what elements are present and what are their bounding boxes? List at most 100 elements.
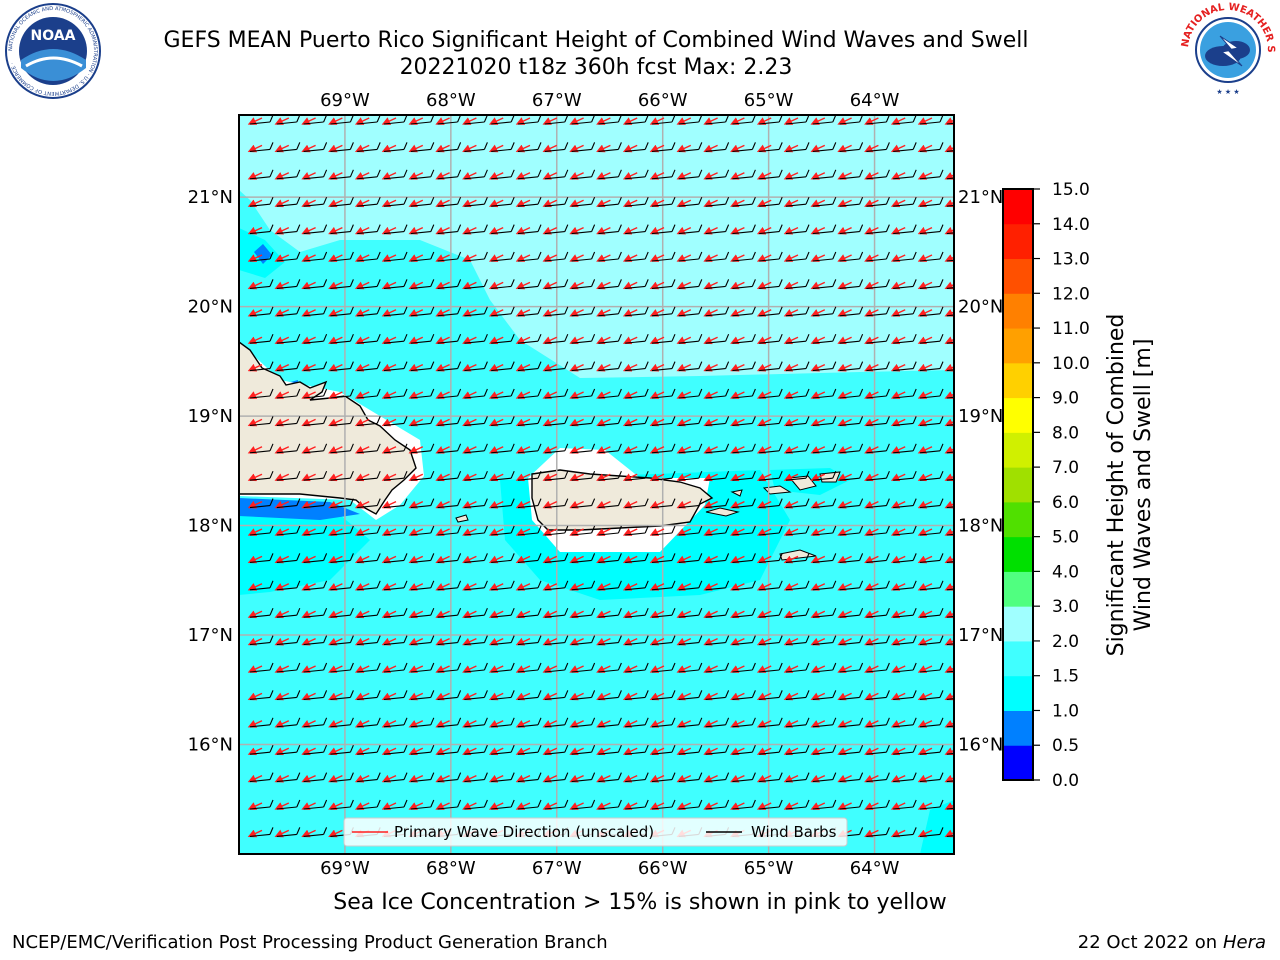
wind-barb-flag — [832, 607, 837, 616]
wind-barb — [464, 203, 485, 207]
wind-barb-flag — [296, 361, 301, 369]
wind-barb — [651, 532, 673, 536]
wind-barb — [785, 450, 807, 454]
wave-direction-arrow — [462, 391, 477, 399]
wind-barb-flag — [323, 306, 328, 315]
wind-barb — [651, 669, 673, 673]
wind-barb-flag — [967, 773, 970, 780]
wind-barb — [678, 477, 699, 481]
wind-barb — [812, 176, 833, 180]
wind-barb — [785, 422, 807, 426]
wave-direction-arrow — [274, 720, 290, 728]
wind-barb-flag — [725, 196, 730, 205]
wind-barb-flag — [644, 224, 649, 232]
wave-direction-arrow — [917, 665, 933, 673]
wind-barb — [383, 724, 405, 728]
wave-direction-arrow — [488, 720, 504, 728]
wind-barb-flag — [591, 525, 596, 534]
wave-direction-arrow — [837, 446, 852, 454]
wind-barb-flag — [805, 498, 810, 506]
wave-direction-arrow — [515, 309, 531, 317]
wind-barb — [571, 203, 592, 207]
wave-direction-arrow — [864, 528, 879, 536]
wave-direction-arrow — [864, 144, 879, 153]
wind-barb-flag — [430, 717, 435, 726]
wind-barb-flag — [644, 251, 649, 260]
lon-tick-label-top: 65°W — [744, 90, 794, 111]
wind-barb — [330, 669, 351, 673]
wind-barb-flag — [967, 499, 970, 506]
wind-barb — [410, 368, 431, 372]
wind-barb — [464, 477, 485, 481]
wave-direction-arrow — [328, 281, 343, 290]
wind-barb — [330, 258, 351, 262]
wind-barb — [759, 669, 780, 673]
wind-barb-flag — [323, 416, 328, 424]
lon-tick-label-top: 69°W — [320, 90, 370, 111]
wind-barb-flag — [323, 279, 328, 287]
wind-barb — [651, 258, 673, 262]
wind-barb-flag — [564, 279, 569, 287]
wave-direction-arrow — [542, 363, 558, 372]
wind-barb — [357, 532, 378, 536]
wave-direction-arrow — [462, 555, 477, 564]
wave-direction-arrow — [944, 555, 954, 564]
wave-direction-arrow — [301, 555, 316, 564]
lon-tick-label-bottom: 64°W — [850, 858, 900, 879]
wave-direction-arrow — [596, 637, 611, 646]
wind-barb-flag — [537, 690, 542, 698]
wind-barb-flag — [751, 525, 756, 534]
wind-barb — [732, 231, 753, 235]
wave-direction-arrow — [542, 281, 558, 290]
wave-direction-arrow — [488, 144, 504, 153]
wave-direction-arrow — [381, 309, 397, 317]
wind-barb-flag — [349, 306, 354, 315]
wave-direction-arrow — [596, 665, 611, 673]
longitude-ticks-bottom: 69°W 68°W 67°W 66°W 65°W 64°W — [320, 858, 900, 879]
wind-barb-flag — [510, 662, 515, 671]
wind-barb — [705, 724, 726, 728]
wave-direction-arrow — [756, 363, 772, 372]
wave-direction-arrow — [488, 555, 504, 564]
wave-direction-arrow — [408, 473, 424, 482]
wind-barb-flag — [832, 388, 837, 397]
wind-barb-flag — [778, 333, 783, 342]
wind-barb-flag — [671, 251, 676, 260]
wind-barb-flag — [323, 169, 328, 178]
wave-direction-arrow — [756, 500, 772, 509]
wave-direction-arrow — [301, 500, 316, 509]
wind-barb-flag — [912, 279, 917, 287]
wave-direction-arrow — [676, 309, 692, 317]
wind-barb-flag — [859, 443, 864, 452]
wind-barb — [491, 724, 512, 728]
wind-barb-flag — [323, 142, 328, 150]
wind-barb-flag — [805, 580, 810, 589]
wind-barb-flag — [885, 169, 890, 178]
wind-barb — [812, 340, 833, 344]
wind-barb-flag — [376, 416, 381, 424]
wave-direction-arrow — [542, 446, 558, 454]
wave-direction-arrow — [274, 500, 290, 509]
wave-direction-arrow — [301, 418, 316, 427]
wind-barb-flag — [537, 416, 542, 424]
wind-barb-flag — [403, 279, 408, 287]
wind-barb — [625, 176, 646, 180]
wind-barb — [464, 505, 485, 509]
wave-direction-arrow — [837, 144, 852, 153]
wind-barb-flag — [269, 580, 274, 589]
wind-barb-flag — [537, 662, 542, 671]
wind-barb — [410, 258, 431, 262]
wind-barb-flag — [296, 553, 301, 561]
wave-direction-arrow — [569, 446, 584, 454]
wind-barb-flag — [778, 635, 783, 643]
wave-direction-arrow — [917, 583, 933, 591]
wave-direction-arrow — [274, 117, 290, 125]
wave-direction-arrow — [944, 254, 954, 262]
wind-barb — [759, 477, 780, 481]
wind-barb — [785, 313, 807, 317]
wave-direction-arrow — [274, 226, 290, 235]
wave-direction-arrow — [381, 665, 397, 673]
wind-barb — [598, 285, 619, 289]
wave-direction-arrow — [810, 336, 826, 345]
wave-direction-arrow — [515, 665, 531, 673]
